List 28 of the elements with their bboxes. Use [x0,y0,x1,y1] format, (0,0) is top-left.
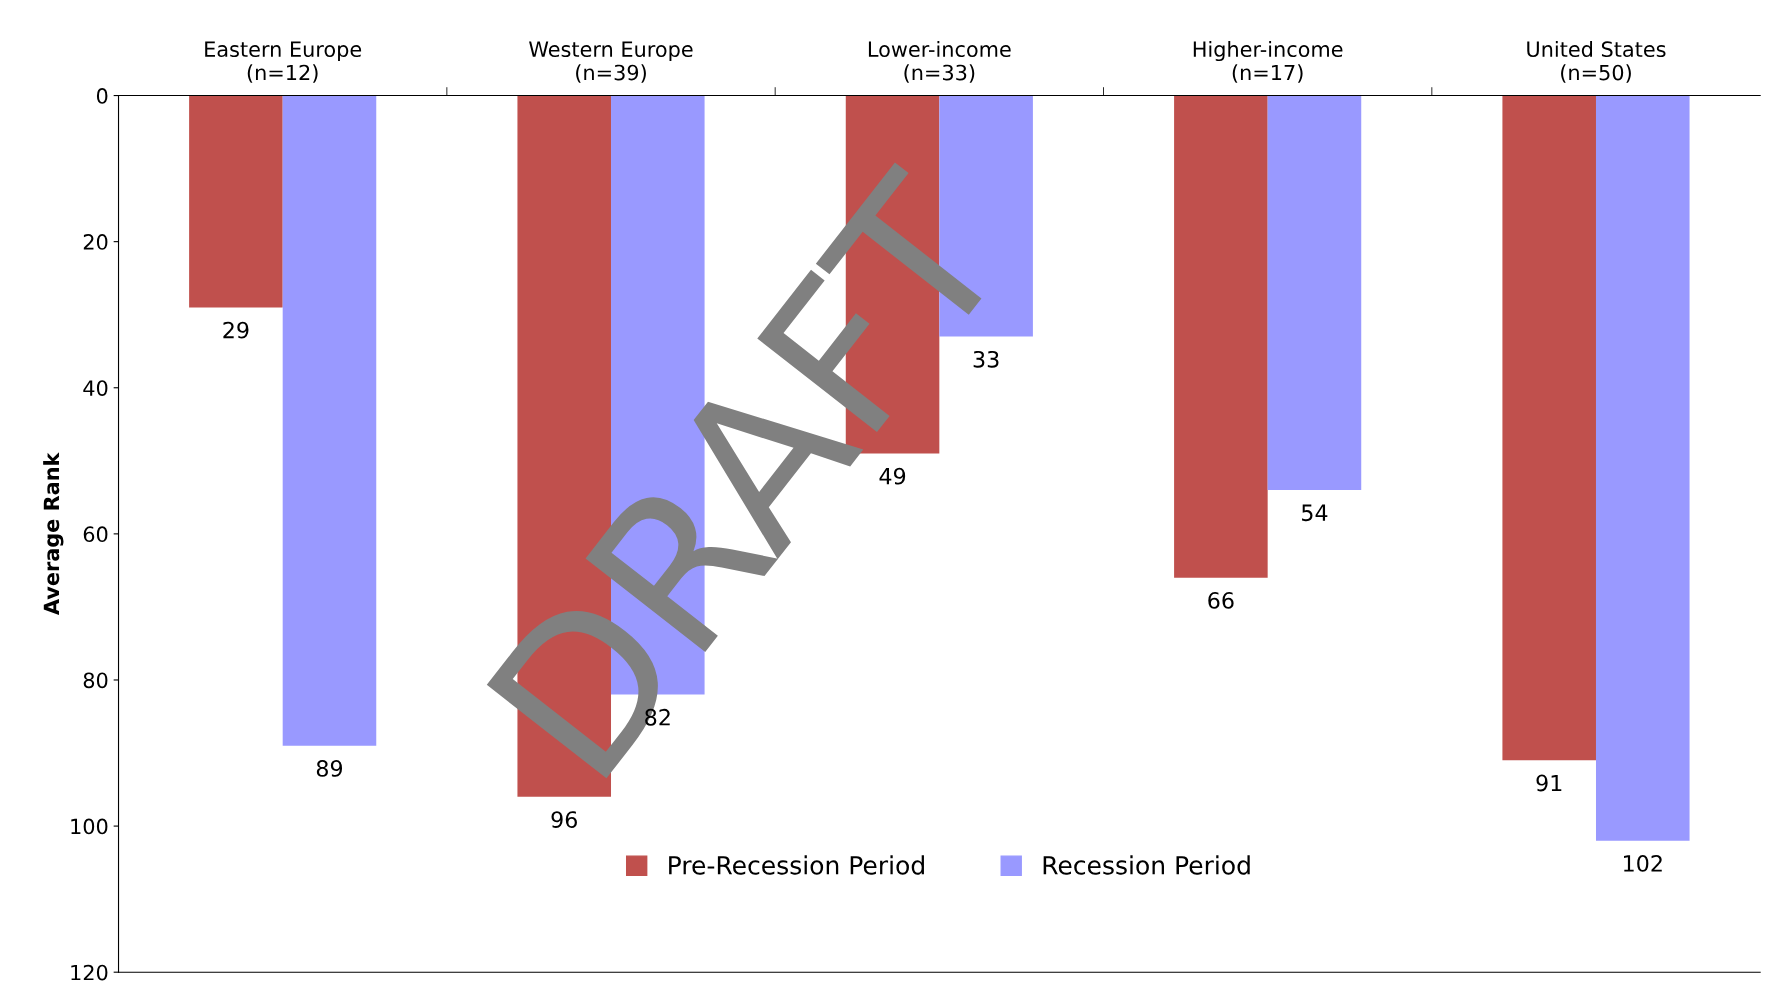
data-label: 66 [1208,591,1234,609]
y-tick-label: 40 [83,380,108,396]
y-tick-label: 60 [83,526,108,543]
x-tick-label: Lower-income (n=33) [868,40,1011,83]
bar [282,95,377,746]
y-axis-title: Average Rank [43,452,64,616]
x-tick-label: Eastern Europe (n=12) [205,41,362,83]
y-tick-label: 120 [71,964,108,981]
data-label: 91 [1536,774,1562,792]
data-label: 54 [1302,504,1328,522]
bar [1174,95,1268,578]
y-tick-label: 100 [71,818,108,835]
bar [1502,95,1596,761]
bar [1267,95,1362,491]
bar [189,95,283,308]
legend-label: Pre-Recession Period [669,855,924,875]
x-tick-label: United States (n=50) [1527,40,1666,83]
x-tick-label: Higher-income (n=17) [1193,40,1343,83]
data-label: 29 [223,321,249,339]
data-label: 96 [551,811,577,828]
data-label: 89 [316,760,343,777]
x-tick-label: Western Europe (n=39) [529,41,693,83]
data-label: 102 [1624,854,1662,872]
legend-label: Recession Period [1043,855,1250,875]
y-tick-label: 80 [83,672,108,689]
y-tick-label: 0 [96,88,108,104]
y-tick-label: 20 [83,234,108,250]
bar [1595,95,1690,841]
